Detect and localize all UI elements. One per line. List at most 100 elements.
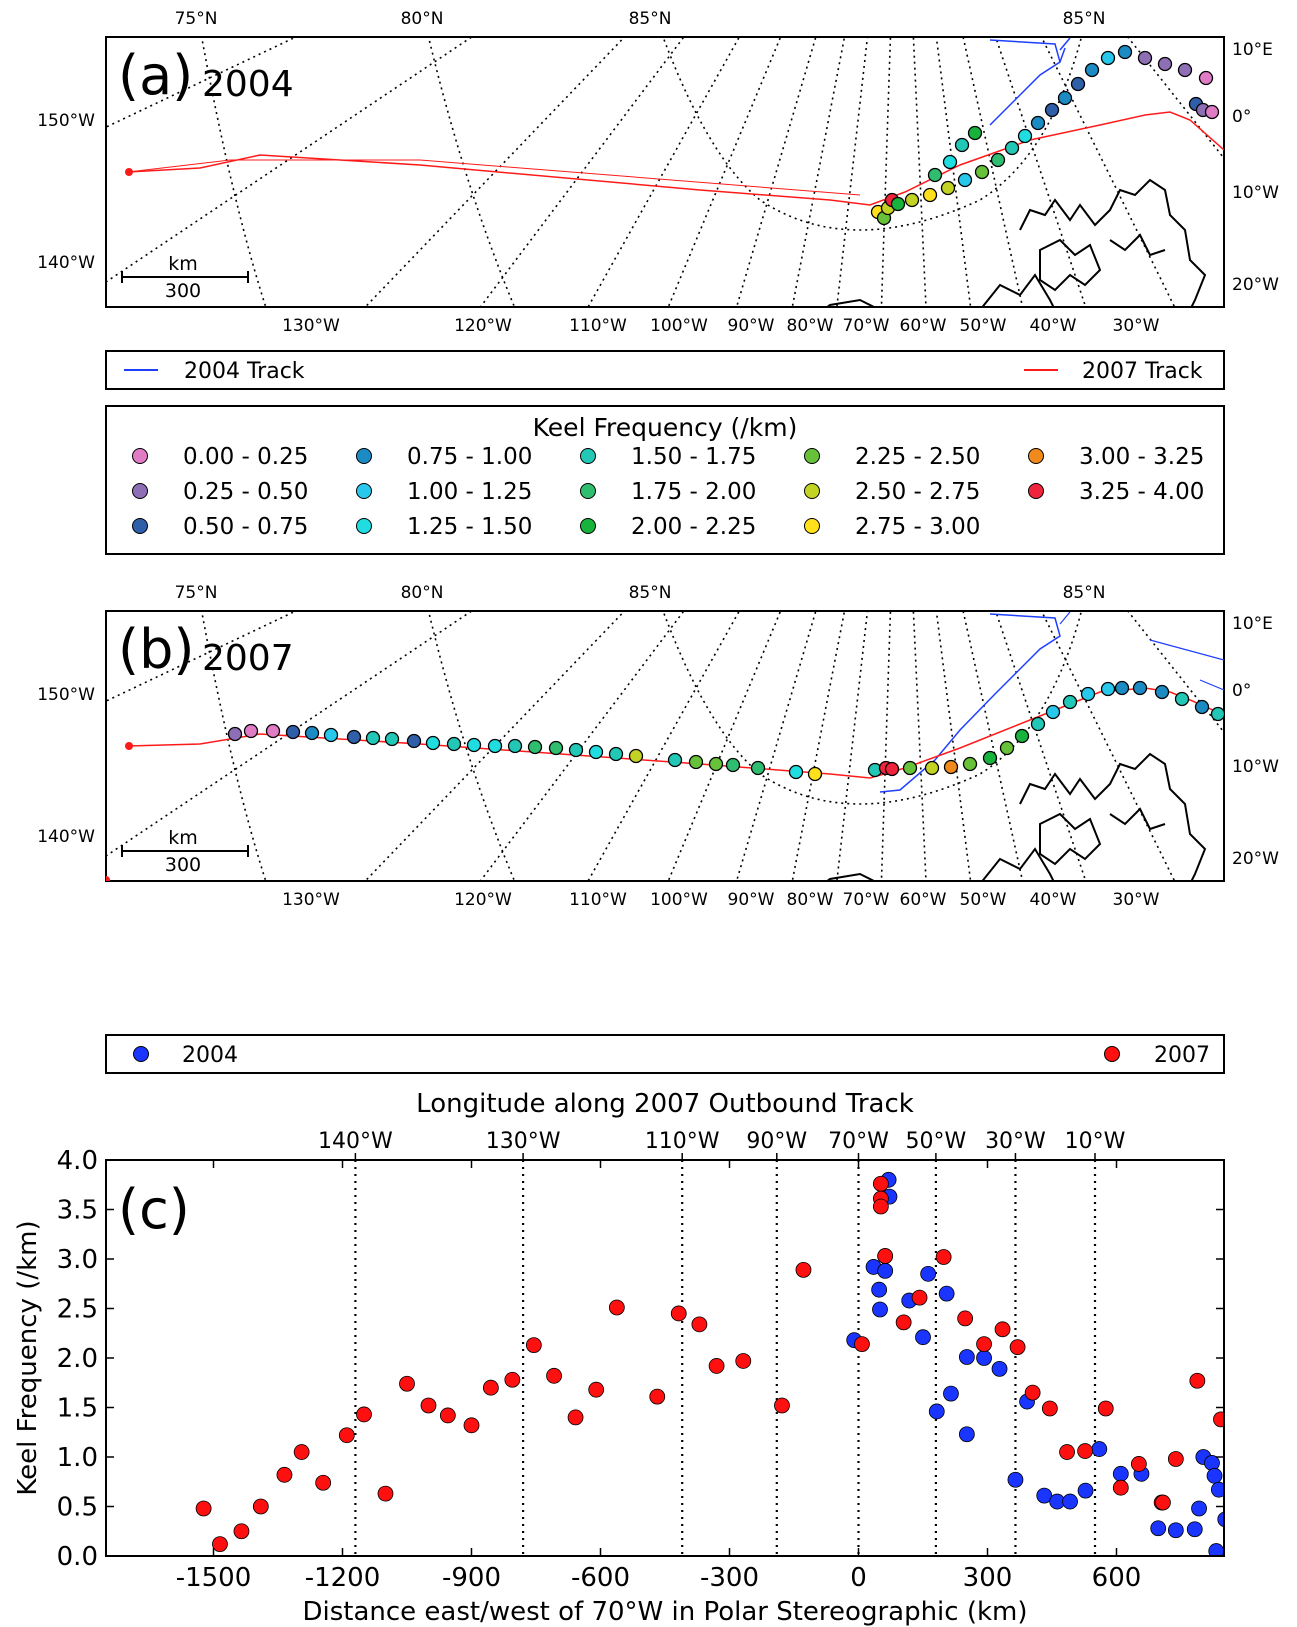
map-a-frame [105,36,1225,308]
lon-label: 30°W [1113,316,1160,336]
scatter-point-2007 [1041,1400,1058,1417]
scale-value: 300 [165,854,201,876]
keel-legend-swatch [804,483,820,499]
scatter-point-2007 [1189,1372,1206,1389]
x-tick-label: -600 [571,1563,630,1593]
legend-marker-2004 [133,1046,149,1062]
scatter-point-2007 [1155,1494,1171,1511]
scatter-point-2004 [1217,1511,1224,1528]
panel-b-year: 2007 [202,638,294,679]
lon-label: 100°W [650,316,708,336]
map-b-features [106,611,1224,881]
lon-label: 10°W [1232,757,1279,777]
scatter-point-2007 [1112,1479,1129,1496]
lon-label: 0° [1232,107,1251,127]
legend-label-2007-track: 2007 Track [1082,359,1203,384]
longitude-gridlines [354,1160,1097,1556]
scale-unit: km [168,827,198,849]
keel-legend-title: Keel Frequency (/km) [533,413,798,442]
track-2007 [127,111,1224,206]
scatter-point-2004 [871,1281,888,1298]
x-tick-label: 300 [963,1563,1013,1593]
scatter-point-2007 [195,1500,212,1517]
x-axis-ticks: -1500 -1200 -900 -600 -300 0 300 600 [176,1160,1142,1593]
scatter-point-2007 [525,1337,542,1354]
coastline [825,752,1207,881]
panel-c-label: (c) [118,1178,190,1241]
top-axis-label: 50°W [906,1129,967,1154]
top-axis-label: 140°W [318,1129,393,1154]
scale-bar: km 300 [121,827,249,876]
scatter-point-2007 [994,1321,1011,1338]
scatter-point-2004 [958,1426,975,1443]
scatter-point-2004 [920,1265,937,1282]
map-panel-2004: (a) 2004 75°N 80°N 85°N 85°N 150°W 140°W… [37,9,1279,336]
x-tick-label: -900 [442,1563,501,1593]
keel-legend-swatch [132,483,148,499]
scatter-point-2007 [567,1409,584,1426]
scale-value: 300 [165,280,201,302]
legend-label-2007: 2007 [1154,1043,1210,1068]
scatter-point-2004 [1091,1441,1108,1457]
parallels [200,611,1083,881]
keel-legend-label: 0.75 - 1.00 [407,444,532,470]
scatter-point-2007 [1213,1411,1224,1428]
lat-label: 80°N [401,9,444,29]
scatter-point-2004 [872,1301,888,1318]
panel-a-right-labels: 10°E 0° 10°W 20°W [1232,40,1279,295]
panel-a-left-labels: 150°W 140°W [37,111,95,273]
x-tick-label: 600 [1092,1563,1142,1593]
scatter-point-2004 [1206,1467,1223,1484]
keel-legend-swatch [132,518,148,534]
scatter-point-2007 [735,1353,752,1369]
y-tick-label: 2.5 [57,1295,98,1325]
lon-label: 110°W [569,316,627,336]
chart-title: Longitude along 2007 Outbound Track [416,1089,914,1119]
scatter-points [195,1171,1224,1556]
lat-label: 85°N [1063,9,1106,29]
scatter-point-2004 [938,1285,955,1302]
keel-legend-swatch [356,448,372,464]
scatter-point-2004 [1210,1481,1224,1498]
scatter-point-2007 [911,1289,928,1306]
scatter-point-2007 [252,1498,269,1515]
lon-label: 150°W [37,111,95,131]
keel-legend-label: 0.00 - 0.25 [183,444,308,470]
keel-legend-swatch [132,448,148,464]
meridians [106,611,1224,881]
lon-label: 30°W [1113,890,1160,910]
scatter-point-2007 [691,1316,708,1333]
keel-markers-2004 [870,44,1220,226]
y-axis-label: Keel Frequency (/km) [13,1220,43,1495]
scatter-point-2004 [1191,1500,1207,1517]
top-axis-label: 30°W [985,1129,1046,1154]
scatter-point-2007 [315,1474,332,1491]
scatter-point-2004 [991,1360,1008,1377]
scatter-point-2007 [1059,1444,1075,1460]
map-a-features [125,37,1224,307]
legend-label-2004: 2004 [182,1043,238,1068]
scatter-point-2007 [895,1314,912,1331]
lon-label: 40°W [1030,316,1077,336]
scale-bar: km 300 [121,253,249,302]
lon-label: 90°W [728,890,775,910]
scatter-point-2007 [1009,1339,1026,1356]
lon-label: 100°W [650,890,708,910]
y-tick-label: 1.5 [57,1394,98,1424]
scatter-point-2007 [1097,1400,1114,1417]
track-legend: 2004 Track 2007 Track [105,350,1225,390]
scatter-point-2004 [1150,1520,1167,1537]
keel-legend-swatch [804,518,820,534]
keel-legend-label: 3.25 - 4.00 [1079,479,1204,505]
scatter-point-2004 [976,1350,992,1366]
scatter-point-2007 [276,1466,293,1483]
keel-legend-swatch [580,483,596,499]
keel-legend-label: 2.00 - 2.25 [631,514,756,540]
map-b-graticule [106,611,1224,881]
lon-label: 80°W [787,890,834,910]
scatter-point-2007 [649,1388,666,1405]
scatter-point-2007 [338,1427,355,1444]
top-axis-label: 130°W [486,1129,561,1154]
scatter-point-2007 [608,1299,625,1316]
